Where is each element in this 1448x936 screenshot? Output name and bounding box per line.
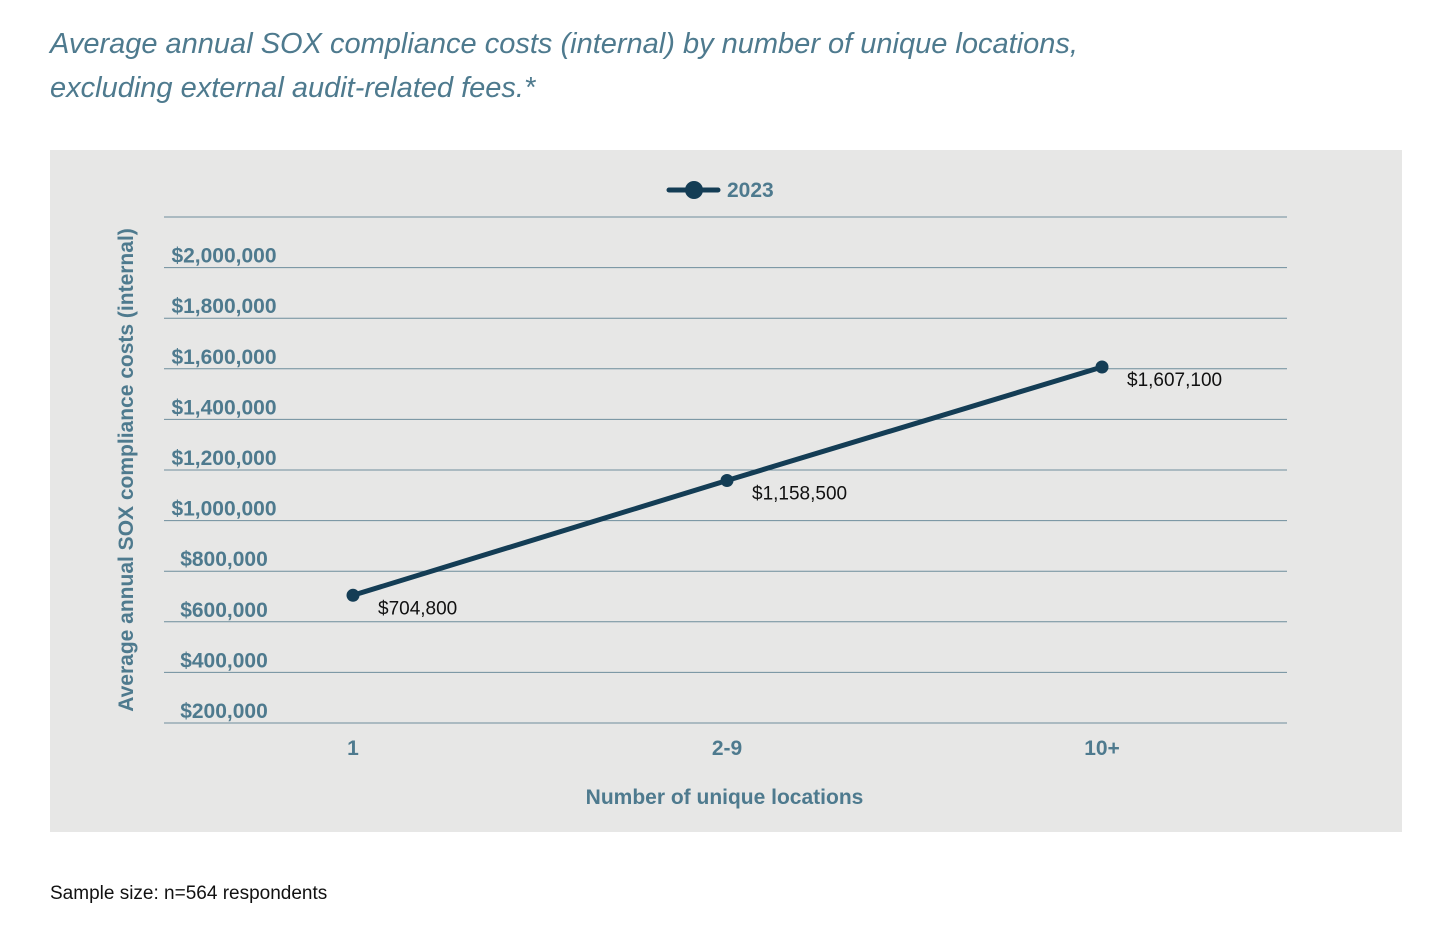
legend-label: 2023 (727, 179, 774, 202)
legend-dot-marker (685, 181, 703, 199)
y-tick-label: $1,600,000 (171, 346, 276, 369)
y-tick-label: $200,000 (180, 700, 268, 723)
data-label: $1,607,100 (1127, 370, 1222, 391)
chart-title: Average annual SOX compliance costs (int… (50, 28, 1078, 104)
data-point (720, 473, 734, 487)
legend: 2023 (666, 179, 774, 202)
x-tick-label: 10+ (1084, 737, 1120, 760)
y-tick-label: $2,000,000 (171, 245, 276, 268)
chart-panel: $200,000 $400,000 $600,000 $800,000 $1,000,0… (50, 150, 1402, 832)
y-tick-label: $400,000 (180, 649, 268, 672)
line-chart: $200,000 $400,000 $600,000 $800,000 $1,000,0… (115, 179, 1287, 809)
gridlines (164, 216, 1287, 724)
data-labels: $704,800 $1,158,500 $1,607,100 (378, 370, 1222, 619)
sample-size-footnote: Sample size: n=564 respondents (50, 883, 328, 904)
x-axis-ticks: 1 2-9 10+ (347, 737, 1120, 760)
y-tick-label: $800,000 (180, 548, 268, 571)
y-axis-ticks: $200,000 $400,000 $600,000 $800,000 $1,000,0… (171, 245, 276, 723)
y-tick-label: $600,000 (180, 599, 268, 622)
data-label: $1,158,500 (752, 483, 847, 504)
data-label: $704,800 (378, 598, 457, 619)
data-point (1095, 360, 1109, 374)
y-axis-title: Average annual SOX compliance costs (int… (115, 228, 138, 712)
x-tick-label: 2-9 (712, 737, 742, 760)
y-tick-label: $1,200,000 (171, 447, 276, 470)
x-axis-title: Number of unique locations (586, 786, 864, 809)
series-2023 (346, 360, 1109, 602)
x-tick-label: 1 (347, 737, 359, 760)
y-tick-label: $1,800,000 (171, 295, 276, 318)
y-tick-label: $1,000,000 (171, 498, 276, 521)
y-tick-label: $1,400,000 (171, 396, 276, 419)
data-point (346, 588, 360, 602)
